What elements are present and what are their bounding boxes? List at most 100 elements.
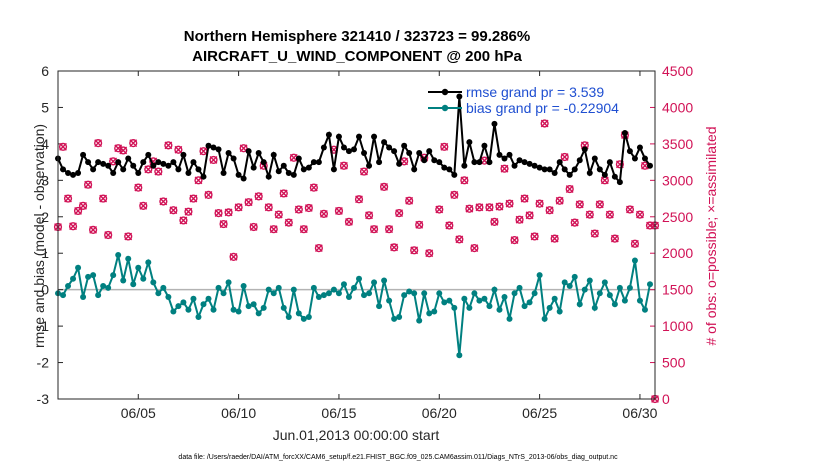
- y-tick-label-right: 1500: [662, 282, 693, 298]
- bias-point: [461, 295, 468, 302]
- x-tick-label: 06/25: [522, 405, 557, 421]
- bias-point: [446, 297, 453, 304]
- bias-point: [386, 297, 393, 304]
- bias-point: [441, 299, 448, 306]
- obs-possible-point: [78, 201, 88, 210]
- rmse-point: [155, 159, 162, 166]
- obs-assimilated-point: [355, 195, 363, 204]
- obs-assimilated-point: [59, 142, 67, 151]
- bias-point: [541, 315, 548, 322]
- obs-assimilated-point: [124, 232, 133, 241]
- bias-point: [376, 303, 383, 310]
- obs-assimilated-point: [395, 209, 404, 218]
- rmse-point: [406, 150, 413, 156]
- bias-point: [611, 301, 618, 308]
- bias-point: [320, 292, 327, 299]
- obs-assimilated-point: [550, 234, 559, 243]
- rmse-point: [345, 148, 352, 155]
- obs-assimilated-point: [600, 176, 609, 185]
- bias-point: [646, 281, 653, 288]
- obs-possible-point: [214, 209, 223, 218]
- bias-point: [546, 304, 553, 311]
- rmse-point: [511, 162, 518, 169]
- obs-assimilated-point: [244, 198, 253, 207]
- obs-possible-point: [435, 205, 444, 214]
- bias-point: [125, 255, 132, 262]
- obs-assimilated-point: [530, 232, 539, 241]
- obs-possible-point: [369, 225, 379, 234]
- bias-point: [70, 275, 77, 282]
- rmse-point: [386, 144, 393, 151]
- y-tick-label-left: 4: [41, 136, 49, 152]
- rmse-point: [641, 155, 648, 162]
- rmse-point: [496, 151, 503, 158]
- bias-point: [366, 290, 373, 297]
- bias-point: [421, 290, 428, 297]
- obs-possible-point: [299, 225, 308, 234]
- obs-assimilated-point: [610, 234, 619, 243]
- obs-possible-point: [405, 196, 414, 205]
- x-tick-label: 06/20: [422, 405, 457, 421]
- rmse-point: [636, 144, 643, 151]
- obs-possible-point: [485, 203, 494, 212]
- bias-point: [140, 275, 147, 282]
- rmse-point: [60, 166, 67, 173]
- obs-possible-point: [565, 184, 574, 194]
- obs-possible-point: [395, 209, 404, 218]
- bias-point: [396, 314, 403, 320]
- obs-assimilated-point: [229, 252, 238, 261]
- rmse-point: [125, 155, 132, 162]
- rmse-point: [621, 129, 628, 136]
- rmse-point: [486, 159, 493, 166]
- rmse-point: [571, 166, 578, 173]
- obs-assimilated-point: [460, 176, 469, 185]
- obs-possible-point: [625, 205, 635, 214]
- rmse-point: [295, 155, 302, 162]
- bias-point: [556, 308, 563, 315]
- bias-point: [566, 283, 573, 290]
- obs-assimilated-point: [89, 226, 98, 234]
- rmse-point: [466, 139, 473, 146]
- bias-point: [431, 308, 438, 315]
- rmse-point: [305, 164, 312, 171]
- bias-point: [220, 290, 227, 297]
- y-axis-label-right: # of obs: o=possible; ×=assimilated: [703, 126, 719, 345]
- obs-possible-point: [189, 194, 198, 203]
- obs-assimilated-point: [184, 207, 193, 216]
- obs-assimilated-point: [139, 201, 148, 210]
- obs-assimilated-point: [390, 243, 399, 252]
- rmse-point: [120, 166, 127, 173]
- obs-possible-point: [164, 141, 173, 150]
- y-tick-label-right: 3500: [662, 136, 693, 152]
- bias-point: [110, 272, 117, 279]
- bias-point: [290, 286, 297, 293]
- rmse-point: [200, 173, 207, 180]
- obs-assimilated-point: [159, 197, 168, 206]
- bias-point: [315, 293, 322, 300]
- y-tick-label-left: 0: [41, 282, 49, 298]
- x-axis-label: Jun.01,2013 00:00:00 start: [273, 427, 440, 443]
- bias-point: [195, 314, 202, 320]
- y-tick-label-right: 500: [662, 355, 686, 371]
- bias-point: [561, 279, 568, 286]
- bias-point: [391, 315, 398, 322]
- obs-possible-point: [555, 196, 564, 205]
- obs-assimilated-point: [575, 200, 584, 209]
- data-file-footer: data file: /Users/raeder/DAI/ATM_forcXX/…: [178, 454, 618, 461]
- bias-point: [240, 283, 247, 290]
- obs-assimilated-point: [214, 209, 223, 218]
- bias-point: [345, 293, 352, 300]
- obs-assimilated-point: [304, 204, 313, 212]
- bias-point: [215, 284, 222, 291]
- obs-assimilated-point: [194, 176, 203, 185]
- rmse-point: [315, 159, 322, 166]
- rmse-point: [626, 148, 633, 155]
- rmse-point: [175, 166, 182, 173]
- obs-possible-point: [134, 183, 143, 192]
- rmse-point: [556, 159, 563, 166]
- rmse-point: [446, 166, 453, 173]
- obs-assimilated-point: [450, 191, 459, 199]
- bias-point: [486, 303, 493, 310]
- rmse-point: [611, 173, 618, 180]
- obs-assimilated-point: [440, 142, 449, 151]
